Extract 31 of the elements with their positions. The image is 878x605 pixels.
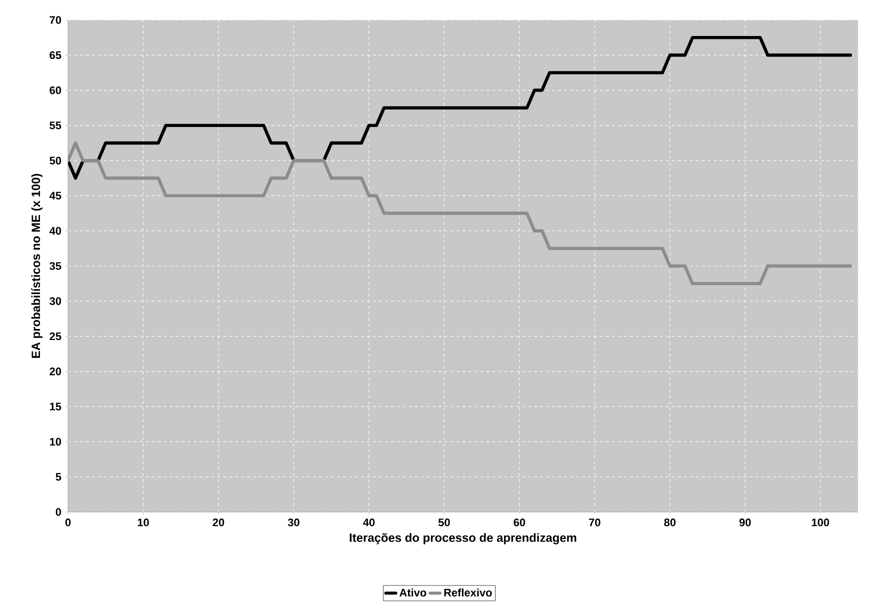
legend-label: Ativo: [400, 588, 426, 597]
y-tick-label: 30: [50, 297, 62, 306]
y-tick-label: 10: [50, 438, 62, 446]
x-tick-label: 0: [65, 518, 71, 526]
x-tick-label: 50: [438, 518, 450, 526]
y-tick-label: 0: [56, 508, 62, 516]
y-tick-label: 25: [50, 332, 62, 340]
x-tick-label: 60: [514, 518, 526, 526]
y-tick-label: 35: [50, 262, 62, 270]
y-tick-label: 20: [50, 368, 62, 376]
y-tick-label: 15: [50, 402, 62, 410]
x-tick-label: 10: [138, 518, 149, 526]
y-tick-label: 65: [50, 51, 62, 60]
x-tick-label: 90: [739, 518, 751, 526]
y-tick-label: 70: [50, 16, 62, 24]
y-tick-label: 55: [50, 122, 62, 130]
x-tick-label: 20: [212, 518, 224, 526]
x-tick-label: 70: [589, 518, 600, 526]
x-tick-label: 40: [363, 518, 375, 526]
x-tick-label: 100: [812, 518, 830, 526]
y-tick-label: 5: [56, 473, 62, 481]
x-axis-title: Iterações do processo de aprendizagem: [350, 533, 576, 544]
x-tick-label: 80: [664, 518, 676, 526]
y-tick-label: 60: [50, 86, 62, 94]
legend-label: Reflexivo: [444, 588, 492, 597]
y-tick-label: 45: [49, 192, 62, 200]
x-tick-label: 30: [288, 518, 300, 526]
y-tick-label: 50: [50, 156, 62, 164]
y-axis-title: EA probabilísticos no ME (x 100): [31, 174, 42, 358]
y-tick-label: 40: [49, 226, 62, 235]
line-series: [68, 36, 852, 180]
